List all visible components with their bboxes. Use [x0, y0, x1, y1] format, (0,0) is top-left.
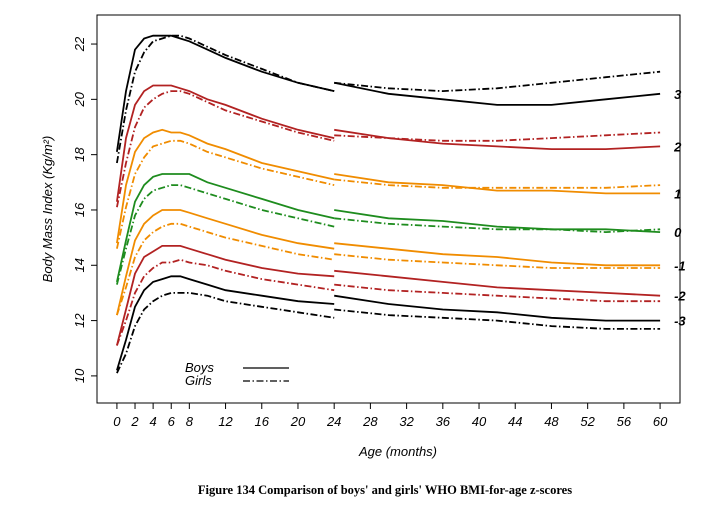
series-line [116, 209, 661, 316]
x-axis-title: Age (months) [358, 444, 437, 459]
x-tick-label: 28 [362, 414, 378, 429]
x-tick-label: 6 [168, 414, 176, 429]
z-score-label: 0 [674, 225, 682, 240]
z-score-label: -3 [674, 314, 686, 329]
series-line [116, 184, 661, 285]
y-tick-label: 10 [72, 368, 87, 383]
y-tick-label: 16 [72, 202, 87, 217]
series-line [116, 34, 661, 153]
x-tick-label: 44 [508, 414, 522, 429]
x-tick-label: 12 [218, 414, 233, 429]
series-line [116, 275, 661, 371]
figure-caption: Figure 134 Comparison of boys' and girls… [198, 483, 572, 497]
x-tick-label: 20 [290, 414, 306, 429]
x-tick-label: 4 [150, 414, 157, 429]
x-tick-label: 56 [617, 414, 632, 429]
series-line [116, 245, 661, 346]
series-line [116, 139, 661, 249]
x-tick-label: 52 [580, 414, 595, 429]
z-score-label: 3 [674, 87, 682, 102]
x-tick-label: 16 [255, 414, 270, 429]
legend-label: Boys [185, 360, 214, 375]
x-tick-label: 0 [113, 414, 121, 429]
z-score-label: 1 [674, 186, 681, 201]
x-tick-label: 8 [186, 414, 194, 429]
z-score-label: -1 [674, 258, 686, 273]
series-line [116, 34, 661, 164]
series-line [116, 292, 661, 374]
series-line [116, 90, 661, 208]
z-score-label: -2 [674, 289, 686, 304]
y-axis-title: Body Mass Index (Kg/m²) [40, 136, 55, 283]
series-line [116, 222, 661, 316]
plot-frame [96, 14, 681, 404]
y-tick-label: 14 [72, 258, 87, 272]
series-line [116, 258, 661, 346]
y-tick-label: 18 [72, 147, 87, 162]
x-tick-label: 48 [544, 414, 559, 429]
y-tick-label: 12 [72, 313, 87, 328]
x-tick-label: 24 [326, 414, 341, 429]
x-tick-label: 32 [399, 414, 414, 429]
legend-label: Girls [185, 373, 212, 388]
y-tick-label: 22 [72, 36, 87, 52]
x-tick-label: 36 [436, 414, 451, 429]
x-tick-label: 40 [472, 414, 487, 429]
x-tick-label: 2 [130, 414, 139, 429]
x-tick-label: 60 [653, 414, 668, 429]
series-line [116, 173, 661, 283]
series-line [116, 128, 661, 244]
z-score-label: 2 [673, 139, 682, 154]
y-tick-label: 20 [72, 91, 87, 107]
